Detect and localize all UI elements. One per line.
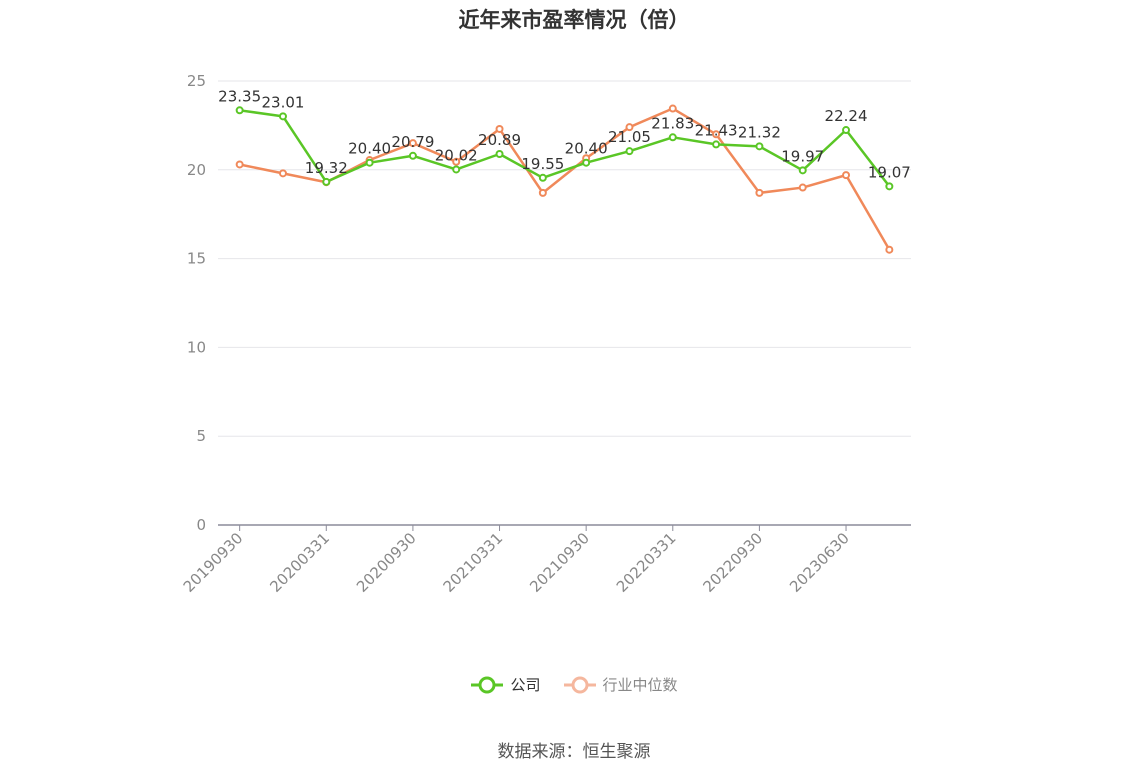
data-point-company[interactable] <box>322 177 331 186</box>
legend-label-industry-median: 行业中位数 <box>602 676 678 694</box>
x-tick-label: 20200331 <box>266 529 333 596</box>
data-point-industry-median[interactable] <box>625 123 634 132</box>
y-axis-ticks: 0 5 10 15 20 25 <box>187 72 206 534</box>
y-tick-label: 5 <box>196 427 206 445</box>
series-layer <box>235 104 894 254</box>
legend: 公司 行业中位数 <box>0 674 1148 695</box>
x-tick-label: 20210930 <box>526 529 593 596</box>
data-point-company[interactable] <box>842 126 851 135</box>
data-label-company: 19.07 <box>868 163 911 181</box>
data-point-company[interactable] <box>408 151 417 160</box>
data-label-company: 20.79 <box>391 133 434 151</box>
data-point-industry-median[interactable] <box>452 157 461 166</box>
data-point-industry-median[interactable] <box>235 160 244 169</box>
x-tick-label: 20210331 <box>440 529 507 596</box>
data-point-company[interactable] <box>668 133 677 142</box>
data-label-company: 21.32 <box>738 123 781 141</box>
data-point-company[interactable] <box>798 166 807 175</box>
data-point-company[interactable] <box>278 112 287 121</box>
x-tick-label: 20220930 <box>700 529 767 596</box>
x-tick-label: 20190930 <box>180 529 247 596</box>
data-point-company[interactable] <box>755 142 764 151</box>
data-point-company[interactable] <box>582 158 591 167</box>
legend-industry-median-icon <box>563 676 596 693</box>
data-label-company: 22.24 <box>825 107 868 125</box>
x-tick-label: 20220331 <box>613 529 680 596</box>
series-line-company <box>239 109 891 188</box>
data-point-industry-median[interactable] <box>842 171 851 180</box>
data-point-industry-median[interactable] <box>755 188 764 197</box>
series-line-industry-median <box>239 107 891 251</box>
data-label-company: 20.89 <box>478 131 521 149</box>
legend-item-industry-median[interactable]: 行业中位数 <box>563 674 678 695</box>
data-point-industry-median[interactable] <box>668 104 677 113</box>
y-tick-label: 25 <box>187 72 206 90</box>
data-label-company: 20.02 <box>435 146 478 164</box>
y-tick-label: 0 <box>196 516 206 534</box>
data-label-company: 21.05 <box>608 128 651 146</box>
data-label-company: 19.32 <box>305 159 348 177</box>
y-tick-label: 20 <box>187 161 206 179</box>
data-label-company: 21.83 <box>651 114 694 132</box>
data-label-company: 21.43 <box>695 121 738 139</box>
data-label-company: 23.01 <box>261 93 304 111</box>
data-point-industry-median[interactable] <box>408 139 417 148</box>
y-tick-label: 10 <box>187 338 206 356</box>
data-point-industry-median[interactable] <box>712 130 721 139</box>
data-point-industry-median[interactable] <box>538 188 547 197</box>
data-label-company: 23.35 <box>218 87 261 105</box>
data-point-industry-median[interactable] <box>798 183 807 192</box>
data-point-company[interactable] <box>235 106 244 115</box>
data-point-company[interactable] <box>495 149 504 158</box>
x-axis: 20190930 20200331 20200930 20210331 20210930… <box>180 524 911 596</box>
data-point-company[interactable] <box>885 182 894 191</box>
data-point-industry-median[interactable] <box>278 169 287 178</box>
data-source: 数据来源：恒生聚源 <box>497 742 651 762</box>
chart-title: 近年来市盈率情况（倍） <box>458 8 690 32</box>
data-point-company[interactable] <box>452 165 461 174</box>
data-point-company[interactable] <box>365 158 374 167</box>
y-tick-label: 15 <box>187 250 206 268</box>
data-point-industry-median[interactable] <box>885 245 894 254</box>
data-label-company: 20.40 <box>565 140 608 158</box>
pe-ratio-line-chart: 0 5 10 15 20 25 20190930 20200331 20200930 20210… <box>180 72 911 596</box>
legend-label-company: 公司 <box>510 676 541 694</box>
x-tick-label: 20200930 <box>353 529 420 596</box>
data-point-company[interactable] <box>538 173 547 182</box>
legend-company-icon <box>471 676 504 693</box>
data-label-company: 20.40 <box>348 140 391 158</box>
data-point-industry-median[interactable] <box>495 124 504 133</box>
data-point-company[interactable] <box>625 147 634 156</box>
legend-item-company[interactable]: 公司 <box>470 674 541 695</box>
data-label-company: 19.97 <box>781 147 824 165</box>
data-label-company: 19.55 <box>521 155 564 173</box>
grid-lines <box>218 80 911 437</box>
data-point-company[interactable] <box>712 140 721 149</box>
x-tick-label: 20230630 <box>786 529 853 596</box>
